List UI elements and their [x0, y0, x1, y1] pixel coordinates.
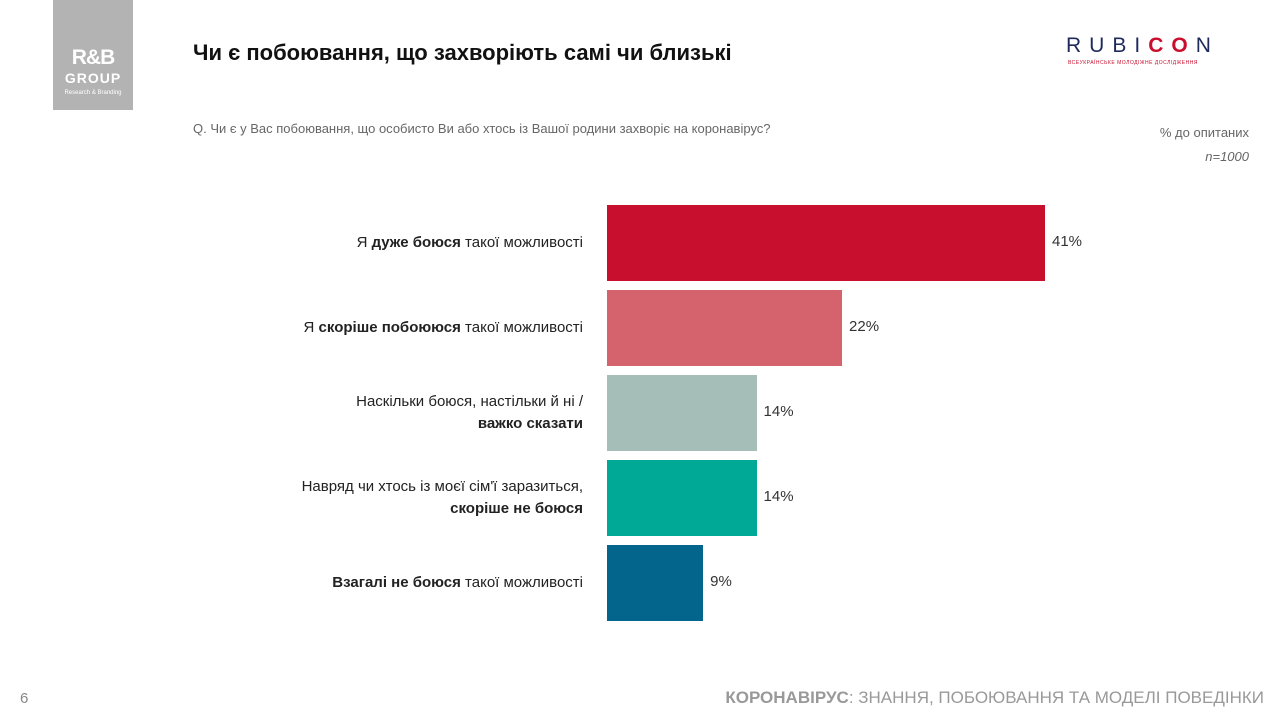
- logo-line-3: Research & Branding: [64, 90, 122, 96]
- logo-line-1: R&B: [71, 46, 116, 69]
- rubicon-logo: RUBICON: [1066, 34, 1219, 58]
- base-unit: % до опитаних: [1159, 125, 1249, 140]
- category-label: Взагалі не боюся такої можливості: [332, 574, 583, 591]
- rb-group-logo: R&B GROUP Research & Branding: [53, 0, 133, 110]
- category-label: Наскільки боюся, настільки й ні / важко с…: [356, 393, 583, 432]
- bar: [607, 375, 757, 451]
- bar: [607, 545, 704, 621]
- sample-size: n=1000: [1205, 149, 1249, 164]
- rubicon-logo-subtitle: ВСЕУКРАЇНСЬКЕ МОЛОДІЖНЕ ДОСЛІДЖЕННЯ: [1068, 60, 1198, 66]
- category-label: Я дуже боюся такої можливості: [356, 234, 583, 251]
- footer-bold: КОРОНАВІРУС: [725, 688, 849, 707]
- survey-question: Q. Чи є у Вас побоювання, що особисто Ви…: [193, 121, 771, 136]
- category-label: Навряд чи хтось із моєї сім'ї заразиться…: [301, 478, 583, 517]
- category-label: Я скоріше побоююся такої можливості: [303, 319, 583, 336]
- bar: [607, 290, 843, 366]
- data-label: 14%: [763, 488, 794, 505]
- footer-rest: : ЗНАННЯ, ПОБОЮВАННЯ ТА МОДЕЛІ ПОВЕДІНКИ: [848, 688, 1264, 707]
- data-label: 22%: [849, 318, 880, 335]
- footer-title: КОРОНАВІРУС: ЗНАННЯ, ПОБОЮВАННЯ ТА МОДЕЛ…: [725, 688, 1264, 708]
- rubicon-logo-part1: RUBI: [1066, 34, 1149, 57]
- bar: [607, 460, 757, 536]
- data-label: 41%: [1052, 233, 1083, 250]
- data-label: 14%: [763, 403, 794, 420]
- logo-line-2: GROUP: [64, 70, 122, 86]
- rubicon-logo-part2: N: [1195, 34, 1219, 57]
- rubicon-logo-accent: CO: [1148, 34, 1196, 57]
- bar: [607, 205, 1045, 281]
- page-title: Чи є побоювання, що захворіють самі чи б…: [193, 40, 732, 65]
- data-label: 9%: [710, 573, 732, 590]
- page-number: 6: [20, 690, 29, 707]
